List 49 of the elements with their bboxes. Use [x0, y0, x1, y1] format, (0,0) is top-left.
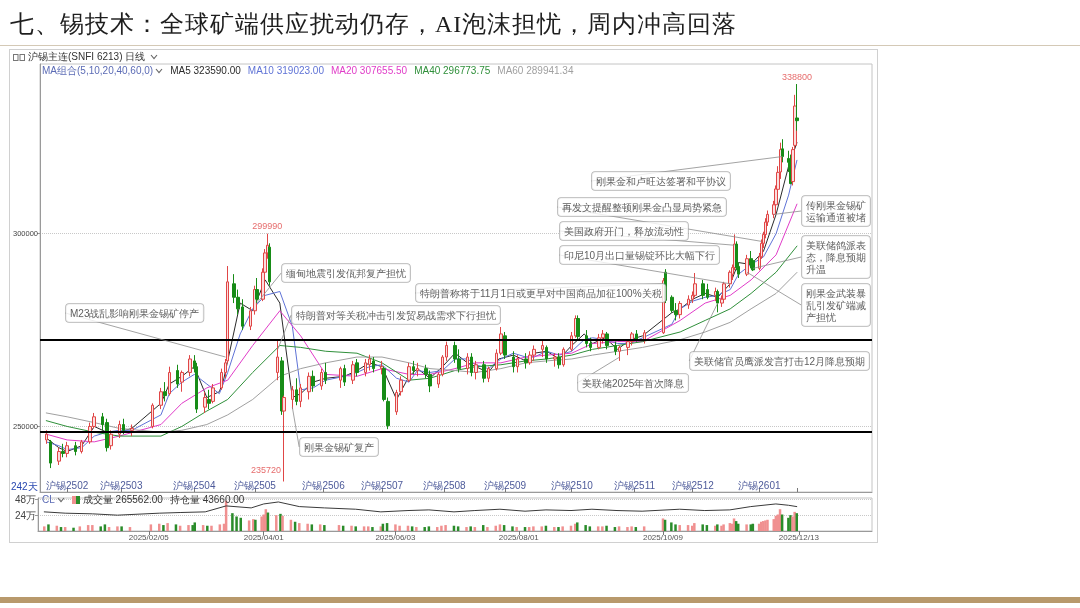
- text: MA10 319023.00: [247, 65, 324, 76]
- text: MA60 289941.34: [497, 65, 574, 76]
- annotation: 传刚果金锡矿运输通道被堵: [806, 199, 866, 223]
- x-tick-label: 沪锡2507: [360, 479, 404, 491]
- text: MA20 307655.50: [330, 65, 408, 76]
- annotation: 235720: [250, 464, 281, 475]
- annotation: 刚果金和卢旺达签署和平协议: [596, 175, 726, 187]
- annotation: 特朗普对等关税冲击引发贸易战需求下行担忧: [296, 309, 496, 321]
- annotation: 刚果金武装暴乱引发矿端减产担忧: [806, 287, 866, 323]
- x-tick-label: 沪锡2509: [483, 479, 527, 491]
- x-tick-label: 沪锡2601: [738, 479, 781, 491]
- annotation: 特朗普称将于11月1日或更早对中国商品加征100%关税: [420, 287, 662, 299]
- annotation: 美国政府开门，释放流动性: [564, 225, 684, 237]
- x-tick-label: 沪锡2502: [46, 479, 89, 491]
- x-tick-label: 2025/04/01: [243, 532, 285, 542]
- x-tick-label: 沪锡2510: [550, 479, 594, 491]
- chart-title: 七、锡技术：全球矿端供应扰动仍存，AI泡沫担忧，周内冲高回落: [10, 10, 738, 38]
- annotation: 刚果金锡矿复产: [304, 441, 374, 453]
- annotation: 美联储鸽派表态，降息预期升温: [805, 239, 866, 275]
- x-tick-label: 沪锡2504: [173, 479, 216, 491]
- x-tick-label: 2025/08/01: [498, 532, 540, 542]
- annotation: 299990: [252, 221, 283, 232]
- x-tick-label: 沪锡2511: [613, 479, 656, 491]
- series-label: 持仓量 43660.00: [169, 494, 245, 505]
- x-tick-label: 2025/02/05: [128, 532, 170, 542]
- legend-title: CL: [42, 494, 56, 505]
- text: MA5 323590.00: [170, 65, 241, 76]
- chart-subtitle: 沪锡主连(SNFI 6213) 日线: [28, 51, 146, 63]
- annotation: 缅甸地震引发佤邦复产担忧: [286, 267, 406, 279]
- annotation: 美联储官员鹰派发言打击12月降息预期: [694, 355, 866, 367]
- annotation: 再发文提醒整顿刚果金凸显局势紧急: [562, 201, 722, 213]
- x-tick-label: 2025/12/13: [778, 532, 820, 542]
- x-tick-label: 沪锡2505: [233, 479, 277, 491]
- x-tick-label: 沪锡2508: [423, 479, 467, 491]
- x-tick-label: 2025/06/03: [375, 532, 416, 542]
- annotation: M23战乱影响刚果金锡矿停产: [70, 307, 200, 319]
- annotation: 338800: [781, 71, 812, 82]
- y-tick-label: 48万: [14, 493, 36, 505]
- legend-label: 成交量 265562.00: [82, 494, 163, 505]
- x-tick-label: 沪锡2506: [302, 479, 346, 491]
- text: 242天: [11, 481, 38, 492]
- annotation: 印尼10月出口量锡锭环比大幅下行: [564, 249, 716, 261]
- y-tick-label: 24万: [14, 509, 36, 521]
- legend-title: MA组合(5,10,20,40,60,0): [42, 65, 155, 76]
- annotation: 美联储2025年首次降息: [582, 377, 685, 389]
- text: MA40 296773.75: [414, 65, 491, 76]
- x-tick-label: 沪锡2512: [671, 479, 715, 491]
- x-tick-label: 2025/10/09: [642, 532, 684, 542]
- x-tick-label: 沪锡2503: [100, 479, 143, 491]
